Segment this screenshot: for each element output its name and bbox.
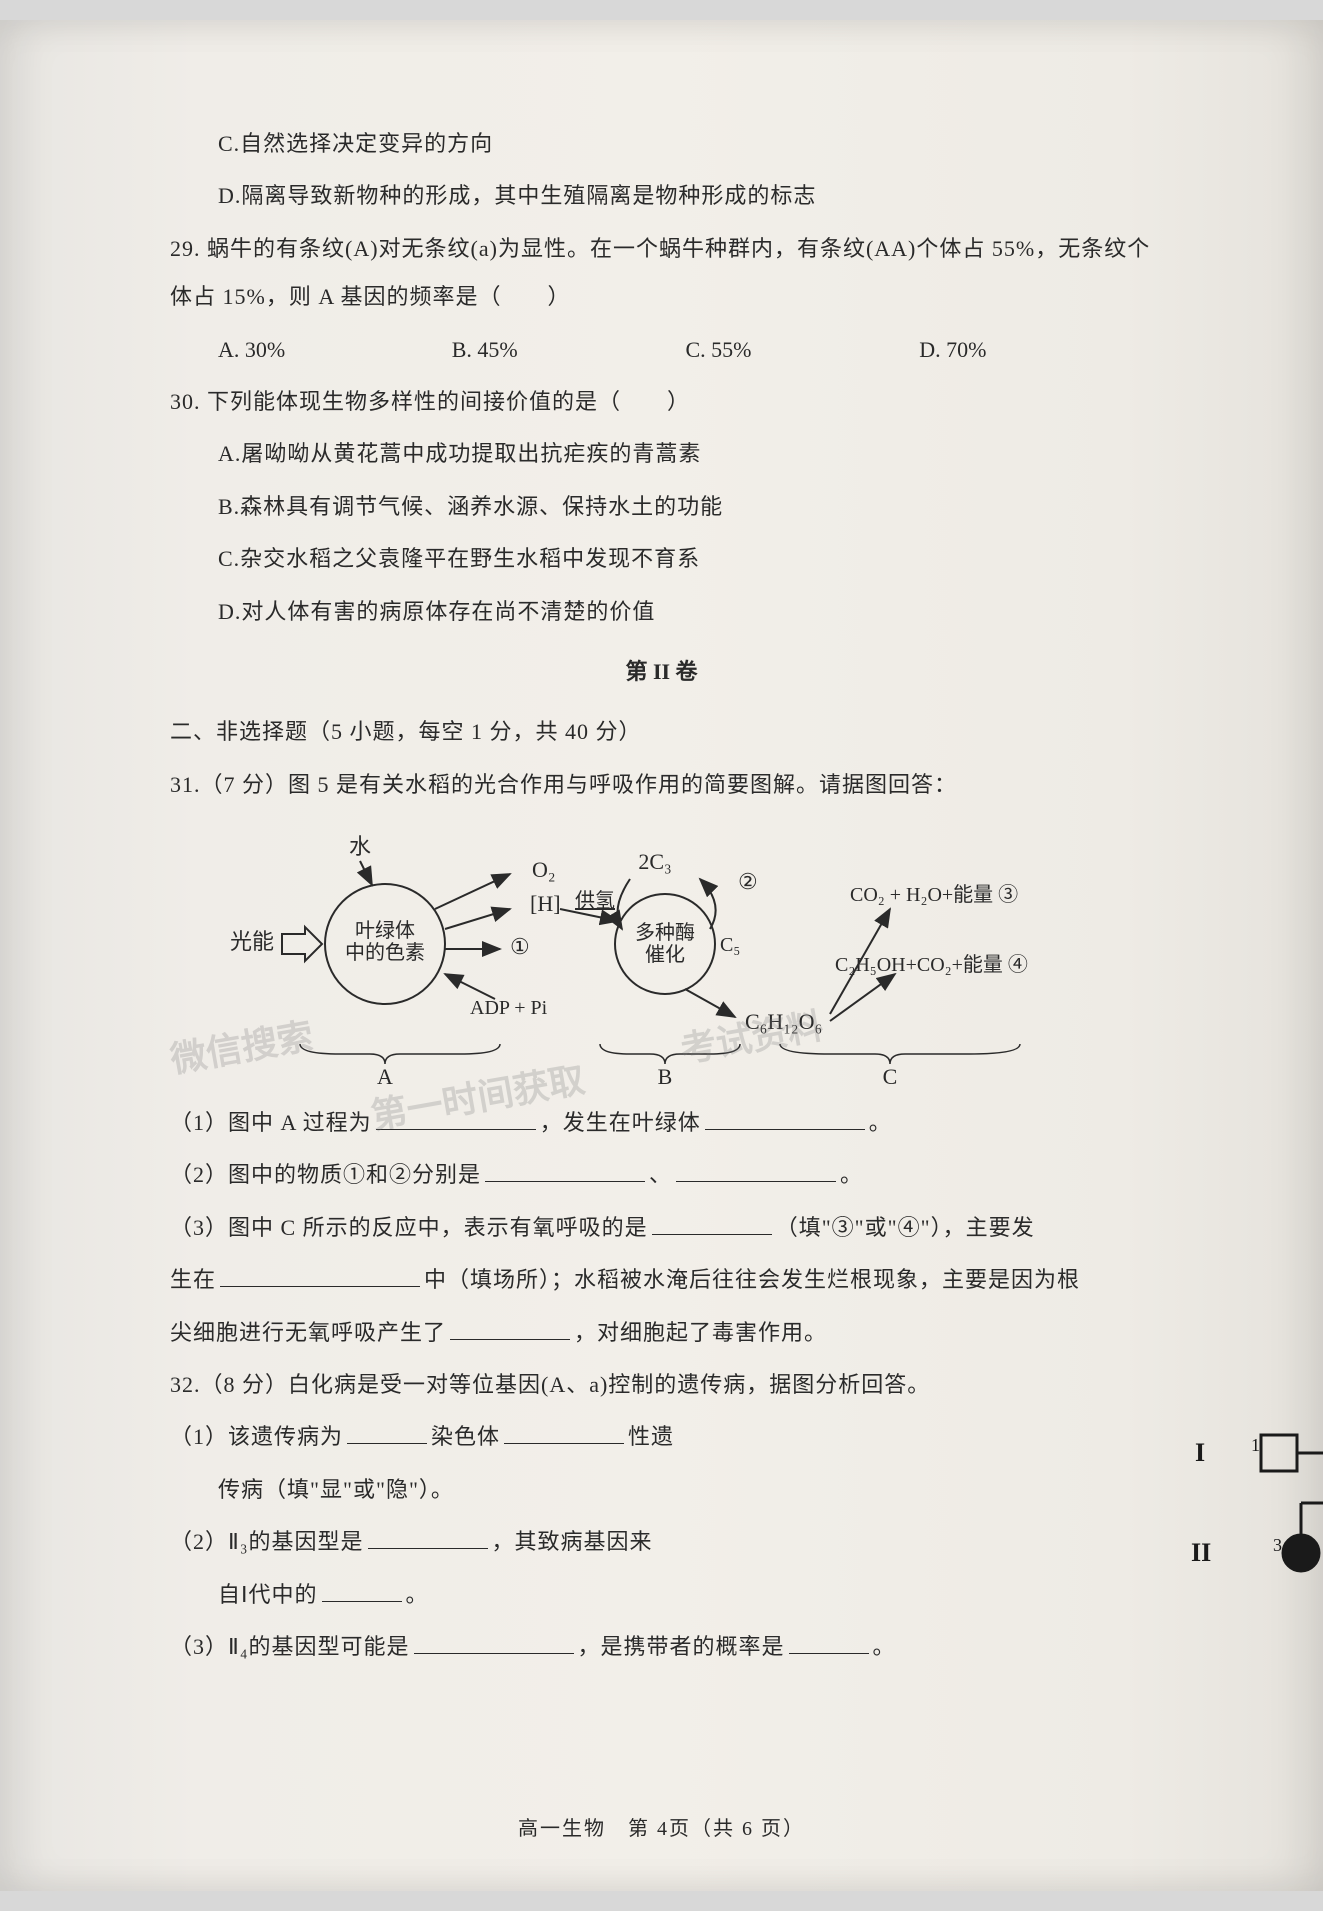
q31-sub3-l2: 生在 中（填场所）；水稻被水淹后往往会发生烂根现象，主要是因为根 (170, 1256, 1150, 1304)
q32-sub2-d: 。 (406, 1582, 429, 1607)
q32-sub1-b: 染色体 (431, 1424, 500, 1449)
q29-opt-a: A. 30% (218, 326, 452, 374)
q32-sub1-l2: 传病（填"显"或"隐"）。 (170, 1466, 810, 1514)
svg-text:光能: 光能 (230, 929, 274, 954)
q30-stem: 30. 下列能体现生物多样性的间接价值的是（ ） (170, 378, 1153, 426)
blank (652, 1215, 772, 1235)
svg-text:A: A (377, 1064, 393, 1089)
q32-sub1-c: 性遗 (628, 1424, 674, 1449)
q31-sub3-c: 生在 (170, 1267, 216, 1292)
blank (789, 1634, 869, 1654)
part2-title: 第 II 卷 (170, 648, 1153, 696)
svg-text:O₂: O₂ (532, 857, 556, 882)
q31-body: （1）图中 A 过程为，发生在叶绿体。 （2）图中的物质①和②分别是、。 （3）… (170, 1099, 1150, 1357)
q32-sub2-l2: 自Ⅰ代中的 。 (170, 1571, 810, 1619)
q32-pedigree: I II 1 2 3 4 (1173, 1413, 1323, 1593)
svg-text:2C₃: 2C₃ (638, 849, 671, 874)
q31-sub1-b: ，发生在叶绿体 (540, 1110, 701, 1135)
q31-sub2-a: （2）图中的物质①和②分别是 (170, 1162, 481, 1187)
q30-opt-d: D.对人体有害的病原体存在尚不清楚的价值 (170, 588, 1153, 636)
q31-stem: 31.（7 分）图 5 是有关水稻的光合作用与呼吸作用的简要图解。请据图回答： (170, 761, 1153, 809)
blank (414, 1634, 574, 1654)
svg-text:中的色素: 中的色素 (345, 941, 425, 964)
svg-text:C: C (883, 1064, 898, 1089)
svg-text:C₅: C₅ (720, 934, 740, 956)
q32-sub1-l1: （1）该遗传病为 染色体 性遗 (170, 1413, 810, 1461)
blank (705, 1110, 865, 1130)
blank (450, 1320, 570, 1340)
q31-sub1-a: （1）图中 A 过程为 (170, 1110, 372, 1135)
q32-stem: 32.（8 分）白化病是受一对等位基因(A、a)控制的遗传病，据图分析回答。 (170, 1361, 1153, 1409)
blank (322, 1582, 402, 1602)
svg-text:CO₂ + H₂O+能量 ③: CO₂ + H₂O+能量 ③ (850, 883, 1018, 906)
q29-opt-b: B. 45% (452, 326, 686, 374)
q32-body: （1）该遗传病为 染色体 性遗 传病（填"显"或"隐"）。 （2）Ⅱ₃的基因型是 ，其… (170, 1413, 1153, 1671)
q31-sub3-b: （填"③"或"④"），主要发 (776, 1215, 1035, 1240)
svg-text:I: I (1195, 1438, 1205, 1467)
q31-sub3-l3: 尖细胞进行无氧呼吸产生了 ，对细胞起了毒害作用。 (170, 1309, 1150, 1357)
blank (676, 1162, 836, 1182)
q31-sub3-e: 尖细胞进行无氧呼吸产生了 (170, 1320, 446, 1345)
q30-opt-b: B.森林具有调节气候、涵养水源、保持水土的功能 (170, 483, 1153, 531)
blank (368, 1529, 488, 1549)
svg-text:叶绿体: 叶绿体 (355, 919, 415, 942)
blank (504, 1424, 624, 1444)
svg-text:供氢: 供氢 (575, 889, 615, 912)
svg-text:1: 1 (1251, 1435, 1260, 1455)
svg-text:催化: 催化 (645, 943, 685, 966)
q31-sub3-l1: （3）图中 C 所示的反应中，表示有氧呼吸的是 （填"③"或"④"），主要发 (170, 1204, 1150, 1252)
part2-instructions: 二、非选择题（5 小题，每空 1 分，共 40 分） (170, 708, 1153, 756)
svg-text:[H]: [H] (530, 891, 561, 916)
blank (376, 1110, 536, 1130)
q32-sub2-l1: （2）Ⅱ₃的基因型是 ，其致病基因来 (170, 1518, 810, 1566)
q32-sub2-a: （2）Ⅱ₃的基因型是 (170, 1529, 364, 1554)
q31-sub3-d: 中（填场所）；水稻被水淹后往往会发生烂根现象，主要是因为根 (424, 1267, 1080, 1292)
blank (485, 1162, 645, 1182)
q29-opt-d: D. 70% (919, 326, 1153, 374)
q29-options: A. 30% B. 45% C. 55% D. 70% (170, 326, 1153, 374)
q32-sub1-a: （1）该遗传病为 (170, 1424, 343, 1449)
q31-sub2-c: 。 (840, 1162, 863, 1187)
q28-opt-c: C.自然选择决定变异的方向 (170, 120, 1153, 168)
q29-stem: 29. 蜗牛的有条纹(A)对无条纹(a)为显性。在一个蜗牛种群内，有条纹(AA)… (170, 225, 1153, 322)
page-footer: 高一生物 第 4页（共 6 页） (0, 1807, 1323, 1851)
q32-sub3: （3）Ⅱ₄的基因型可能是 ，是携带者的概率是 。 (170, 1623, 1150, 1671)
q32-sub3-c: 。 (873, 1634, 896, 1659)
q30-opt-a: A.屠呦呦从黄花蒿中成功提取出抗疟疾的青蒿素 (170, 430, 1153, 478)
q28-opt-d: D.隔离导致新物种的形成，其中生殖隔离是物种形成的标志 (170, 172, 1153, 220)
q29-opt-c: C. 55% (686, 326, 920, 374)
svg-text:C₆H₁₂O₆: C₆H₁₂O₆ (745, 1009, 822, 1034)
svg-text:B: B (658, 1064, 673, 1089)
q31-sub3-a: （3）图中 C 所示的反应中，表示有氧呼吸的是 (170, 1215, 648, 1240)
svg-text:多种酶: 多种酶 (635, 921, 695, 944)
q31-sub2-b: 、 (649, 1162, 672, 1187)
svg-text:水: 水 (349, 834, 371, 859)
svg-text:ADP + Pi: ADP + Pi (470, 997, 548, 1019)
svg-text:C₂H₅OH+CO₂+能量 ④: C₂H₅OH+CO₂+能量 ④ (835, 953, 1028, 976)
q31-sub1: （1）图中 A 过程为 ，发生在叶绿体 。 (170, 1099, 1150, 1147)
q31-sub3-f: ，对细胞起了毒害作用。 (574, 1320, 827, 1345)
q30-opt-c: C.杂交水稻之父袁隆平在野生水稻中发现不育系 (170, 535, 1153, 583)
blank (220, 1267, 420, 1287)
blank (347, 1424, 427, 1444)
q32-sub3-b: ，是携带者的概率是 (578, 1634, 785, 1659)
q32-sub2-c: 自Ⅰ代中的 (218, 1582, 318, 1607)
exam-page: C.自然选择决定变异的方向 D.隔离导致新物种的形成，其中生殖隔离是物种形成的标… (0, 20, 1323, 1891)
svg-text:②: ② (738, 869, 758, 894)
svg-text:①: ① (510, 934, 530, 959)
q32-sub2-b: ，其致病基因来 (492, 1529, 653, 1554)
q32-sub3-a: （3）Ⅱ₄的基因型可能是 (170, 1634, 410, 1659)
svg-text:3: 3 (1273, 1535, 1282, 1555)
q31-diagram: 叶绿体 中的色素 水 光能 O₂ [H] 供氢 ① ADP + Pi 多种酶 催… (210, 829, 1030, 1089)
q31-sub1-c: 。 (869, 1110, 892, 1135)
q31-sub2: （2）图中的物质①和②分别是 、 。 (170, 1151, 1150, 1199)
svg-text:II: II (1191, 1538, 1211, 1567)
